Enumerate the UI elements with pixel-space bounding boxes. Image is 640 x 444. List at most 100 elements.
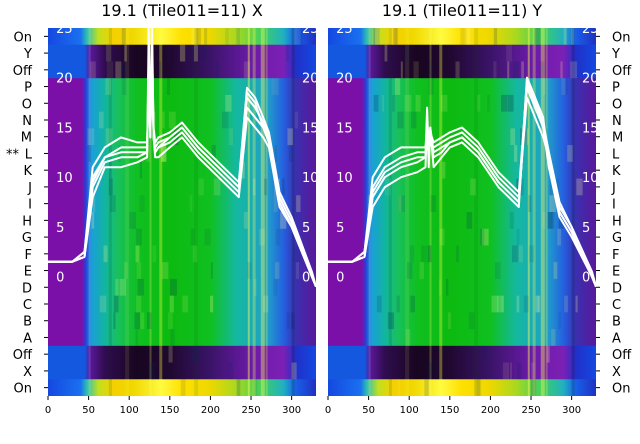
noise	[502, 362, 510, 380]
noise	[419, 262, 424, 279]
noise	[549, 178, 553, 196]
heatmap-row-off	[48, 61, 316, 79]
row-label-m: M	[612, 131, 623, 146]
noise	[516, 178, 520, 196]
noise	[464, 28, 471, 45]
noise	[445, 278, 449, 296]
chart-title: 19.1 (Tile011=11) Y	[382, 1, 543, 20]
noise	[482, 345, 488, 363]
row-label-c: C	[612, 298, 621, 313]
noise	[516, 295, 520, 313]
noise	[291, 362, 297, 380]
y-tick-label-right: 15	[582, 121, 599, 136]
noise	[106, 61, 114, 79]
noise	[405, 329, 411, 346]
noise	[521, 128, 529, 146]
y-tick-label: 25	[56, 22, 73, 37]
noise	[105, 128, 113, 146]
noise	[535, 295, 538, 313]
series-line-4	[328, 81, 596, 287]
noise	[398, 195, 405, 212]
streak	[474, 28, 479, 396]
heatmap-row-j	[48, 178, 316, 196]
noise	[113, 295, 119, 313]
heatmap-row-i	[48, 195, 316, 213]
noise	[139, 195, 145, 212]
noise	[180, 379, 186, 396]
streak	[545, 28, 548, 396]
noise	[211, 145, 216, 162]
noise	[397, 111, 404, 129]
noise	[389, 28, 395, 45]
noise	[474, 379, 482, 396]
noise	[121, 28, 126, 45]
noise	[424, 379, 429, 396]
noise	[147, 312, 152, 330]
noise	[167, 44, 170, 62]
row-label-x: X	[612, 365, 621, 380]
noise	[523, 295, 529, 313]
y-tick-label-right: 20	[582, 72, 599, 87]
y-tick-label: 0	[336, 271, 344, 286]
y-tick-label: 0	[56, 271, 64, 286]
heatmap-row-c	[328, 295, 596, 313]
noise	[293, 245, 301, 263]
row-label-p: P	[612, 81, 620, 96]
noise	[182, 295, 188, 313]
noise	[201, 44, 206, 62]
noise	[169, 295, 174, 313]
heatmap-row-o	[48, 94, 316, 113]
streak	[108, 28, 112, 396]
noise	[184, 345, 189, 363]
x-tick-label: 150	[160, 405, 179, 416]
y-tick-label: 25	[336, 22, 353, 37]
noise	[282, 178, 285, 196]
streak	[388, 28, 392, 396]
noise	[507, 61, 510, 79]
noise	[273, 278, 278, 296]
x-tick-label: 250	[241, 405, 260, 416]
noise	[468, 28, 474, 45]
row-label-f: F	[612, 248, 619, 263]
heatmap-row-k	[48, 161, 316, 180]
y-tick-label: 5	[56, 221, 64, 236]
noise	[119, 278, 126, 296]
heatmap-row-e	[48, 262, 316, 280]
streak	[540, 28, 545, 396]
noise	[413, 61, 419, 79]
heatmap-row-on	[328, 28, 596, 46]
noise	[376, 295, 382, 313]
row-label-n: N	[22, 114, 32, 129]
y-tick-label-right: 25	[302, 22, 319, 37]
noise	[210, 262, 213, 279]
noise	[481, 228, 489, 246]
noise	[288, 145, 293, 162]
noise	[190, 228, 195, 246]
noise	[497, 295, 504, 313]
noise	[210, 295, 214, 313]
heatmap-row-l	[328, 145, 596, 163]
noise	[558, 312, 562, 330]
noise	[204, 28, 208, 45]
noise	[477, 94, 481, 112]
x-tick-label: 300	[562, 405, 581, 416]
heatmap-row-y	[328, 44, 596, 63]
heatmap-row-d	[48, 278, 316, 297]
noise	[509, 362, 513, 380]
noise	[93, 195, 96, 212]
noise	[539, 61, 545, 79]
series-line-1	[48, 28, 316, 287]
noise	[225, 94, 232, 112]
heatmap-rows	[328, 28, 596, 396]
noise	[373, 94, 379, 112]
chart-title: 19.1 (Tile011=11) X	[101, 1, 263, 20]
noise	[477, 379, 481, 396]
x-tick-label: 200	[201, 405, 220, 416]
noise	[236, 28, 240, 45]
noise	[570, 28, 575, 45]
noise	[421, 245, 425, 263]
panel-x: 0 0 5 5 10 10 15 15 20 20 25 25 19.1 (Tile011=11) X 0…	[6, 1, 319, 416]
row-label-n: N	[612, 114, 622, 129]
noise	[236, 379, 241, 396]
row-label-m: M	[21, 131, 32, 146]
